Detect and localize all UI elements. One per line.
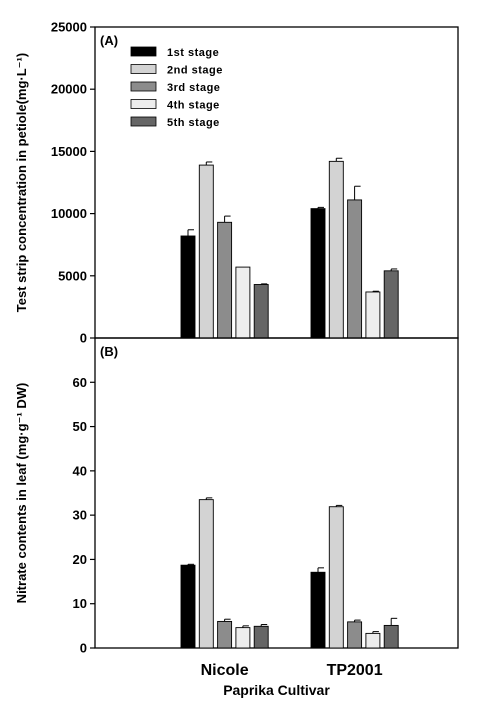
legend-label: 2nd stage	[167, 65, 223, 77]
x-axis-title: Paprika Cultivar	[223, 682, 330, 698]
bar	[253, 625, 269, 649]
bar	[217, 221, 233, 339]
legend-label: 3rd stage	[167, 82, 220, 94]
legend-label: 1st stage	[167, 47, 219, 59]
category-label: TP2001	[327, 662, 383, 679]
bar	[347, 621, 363, 649]
y-tick-label: 60	[73, 375, 87, 390]
y-tick-label: 25000	[51, 20, 87, 35]
y-tick-label: 50	[73, 419, 87, 434]
legend-swatch	[130, 116, 157, 127]
y-axis-title: Test strip concentration in petiole(mg·L…	[14, 53, 29, 312]
bar	[235, 266, 251, 339]
panel-label: (A)	[100, 33, 118, 48]
panel-frame-2	[94, 337, 459, 649]
bar	[383, 270, 399, 339]
bar	[328, 160, 344, 339]
y-tick-label: 0	[80, 641, 87, 656]
y-tick-label: 20	[73, 552, 87, 567]
y-tick-label: 0	[80, 331, 87, 346]
y-tick-label: 5000	[58, 268, 87, 283]
bar	[235, 627, 251, 649]
bar	[253, 284, 269, 339]
y-tick-label: 30	[73, 508, 87, 523]
y-tick-label: 20000	[51, 82, 87, 97]
legend-swatch	[130, 99, 157, 109]
y-tick-label: 10	[73, 596, 87, 611]
legend-label: 4th stage	[167, 100, 220, 112]
bar	[198, 499, 214, 649]
legend-swatch	[130, 64, 157, 74]
y-tick-label: 15000	[51, 144, 87, 159]
bar	[347, 199, 363, 339]
bar	[383, 624, 399, 649]
bar	[180, 564, 196, 649]
bar	[365, 291, 381, 339]
y-axis-title: Nitrate contents in leaf (mg·g⁻¹ DW)	[14, 383, 29, 604]
y-tick-label: 10000	[51, 206, 87, 221]
bar	[365, 632, 381, 649]
category-label: Nicole	[201, 662, 249, 679]
bar	[328, 506, 344, 649]
legend-swatch	[130, 81, 157, 92]
bar	[180, 235, 196, 339]
legend-swatch	[130, 46, 157, 57]
bar	[310, 571, 326, 649]
bar	[198, 164, 214, 339]
y-tick-label: 40	[73, 463, 87, 478]
legend-label: 5th stage	[167, 117, 220, 129]
bar	[217, 620, 233, 649]
panel-label: (B)	[100, 344, 118, 359]
bar	[310, 208, 326, 339]
